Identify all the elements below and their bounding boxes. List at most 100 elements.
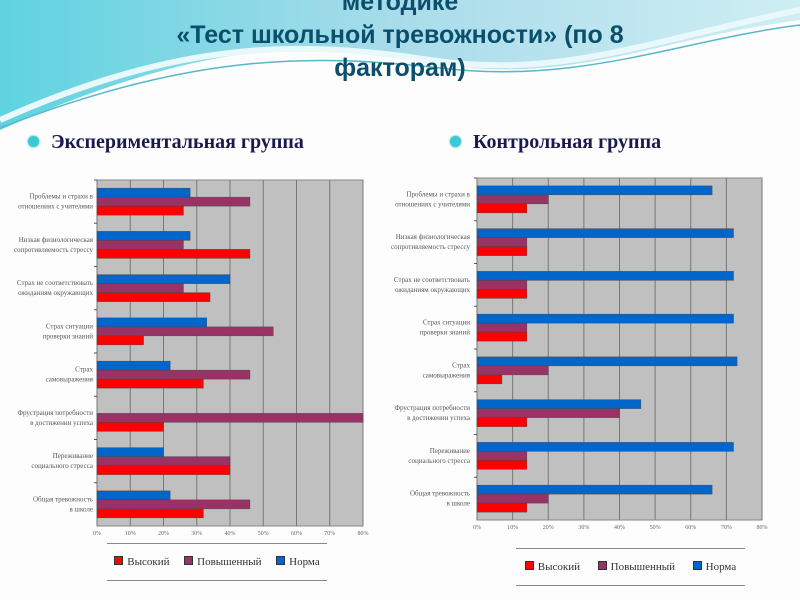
heading-text: Контрольная группа [473, 131, 662, 153]
bar-Повышенный [96, 456, 231, 466]
x-tick-label: 0% [93, 531, 101, 537]
bar-Высокий [476, 374, 503, 385]
x-tick-label: 10% [507, 525, 518, 531]
chart-0: 0% 10% 20% 30% 40% 50% 60% 70% 80% Проблемы и стр… [14, 179, 369, 537]
legend-experimental: Высокий Повышенный Норма [107, 543, 327, 581]
bar-Норма [96, 231, 191, 241]
bar-Норма [96, 447, 164, 457]
bar-Высокий [476, 203, 528, 214]
category-label: Низкая физиологическая сопротивляемость с… [14, 236, 94, 254]
title-line: «Тест школьной тревожности» (по 8 [176, 21, 624, 49]
category-label: Переживание социального стресса [408, 447, 470, 465]
bar-Норма [476, 399, 642, 409]
bar-Норма [476, 271, 734, 281]
bar-Высокий [96, 292, 211, 302]
title-line: методике [341, 0, 459, 16]
bar-Повышенный [476, 408, 620, 418]
x-tick-label: 40% [225, 531, 236, 537]
category-label: Проблемы и страхи в отношениях с учителям… [18, 193, 94, 211]
bar-Повышенный [96, 196, 251, 207]
bar-Высокий [96, 205, 184, 216]
bar-Высокий [96, 335, 144, 346]
bar-Высокий [476, 460, 528, 470]
experimental-group-heading: Экспериментальная группа [28, 131, 304, 154]
bar-Норма [476, 228, 734, 238]
category-label: Низкая физиологическая сопротивляемость с… [391, 233, 471, 251]
bar-Высокий [476, 502, 528, 513]
bar-Повышенный [96, 369, 251, 380]
x-tick-label: 30% [191, 531, 202, 537]
bar-Норма [476, 356, 738, 367]
category-label: Страх не соответствовать ожиданиям окружа… [394, 276, 471, 294]
x-tick-label: 50% [258, 531, 269, 537]
bar-Повышенный [476, 237, 528, 247]
bar-Повышенный [476, 493, 549, 504]
bar-Высокий [96, 249, 251, 259]
legend-swatch [597, 561, 607, 570]
legend-swatch [276, 556, 286, 565]
bar-Высокий [476, 246, 528, 256]
x-tick-label: 70% [721, 525, 732, 531]
legend-item: Повышенный [597, 561, 676, 573]
legend-label: Повышенный [610, 561, 676, 573]
bullet-icon [28, 136, 39, 147]
category-label: Общая тревожность в школе [410, 490, 470, 508]
bar-Высокий [476, 417, 528, 427]
x-tick-label: 80% [757, 525, 768, 531]
slide-title: методике «Тест школьной тревожности» (по… [0, 0, 800, 85]
bar-Высокий [96, 378, 204, 389]
legend-control: Высокий Повышенный Норма [516, 548, 745, 586]
bar-Высокий [96, 465, 231, 475]
bar-Норма [96, 274, 231, 284]
bar-Норма [96, 187, 191, 198]
category-label: Переживание социального стресса [31, 452, 93, 470]
x-tick-label: 60% [291, 531, 302, 537]
legend-label: Повышенный [197, 556, 262, 568]
bullet-icon [450, 136, 461, 147]
legend-label: Высокий [127, 556, 170, 568]
x-tick-label: 0% [473, 525, 481, 531]
bar-Высокий [476, 289, 528, 299]
category-label: Страх ситуации проверки знаний [420, 319, 471, 337]
legend-item: Высокий [524, 561, 580, 573]
x-tick-label: 10% [125, 531, 136, 537]
category-label: Проблемы и страхи в отношениях с учителям… [395, 190, 471, 208]
bar-Высокий [476, 331, 528, 342]
legend-item: Высокий [114, 556, 170, 568]
heading-text: Экспериментальная группа [51, 131, 304, 153]
x-tick-label: 30% [578, 525, 589, 531]
bar-Повышенный [96, 499, 251, 510]
control-group-heading: Контрольная группа [450, 131, 661, 154]
bar-Норма [96, 360, 171, 371]
chart-1: 0% 10% 20% 30% 40% 50% 60% 70% 80% Проблемы и стр… [391, 177, 768, 531]
legend-swatch [184, 556, 194, 565]
category-label: Общая тревожность в школе [33, 495, 93, 513]
bar-Повышенный [96, 326, 274, 337]
x-tick-label: 20% [158, 531, 169, 537]
legend-swatch [692, 561, 702, 570]
bar-Норма [476, 442, 734, 452]
legend-item: Норма [692, 561, 736, 573]
category-label: Страх не соответствовать ожиданиям окружа… [17, 279, 94, 297]
category-label: Страх самовыражения [46, 366, 94, 384]
bar-Повышенный [476, 365, 549, 376]
bar-Норма [96, 317, 207, 328]
bar-Повышенный [476, 280, 528, 290]
bar-Высокий [96, 422, 164, 432]
title-line: факторам) [334, 54, 466, 82]
bar-Норма [476, 185, 713, 196]
category-label: Страх ситуации проверки знаний [43, 322, 94, 340]
legend-item: Повышенный [184, 556, 262, 568]
category-label: Фрустрация потребности в достижении успех… [394, 404, 470, 422]
x-tick-label: 70% [324, 531, 335, 537]
category-label: Фрустрация потребности в достижении успех… [17, 409, 93, 427]
legend-swatch [524, 561, 534, 570]
bar-Норма [476, 313, 734, 324]
x-tick-label: 60% [685, 525, 696, 531]
legend-item: Норма [276, 556, 320, 568]
bar-Норма [476, 484, 713, 495]
bar-Повышенный [96, 240, 184, 250]
bar-Высокий [96, 508, 204, 519]
